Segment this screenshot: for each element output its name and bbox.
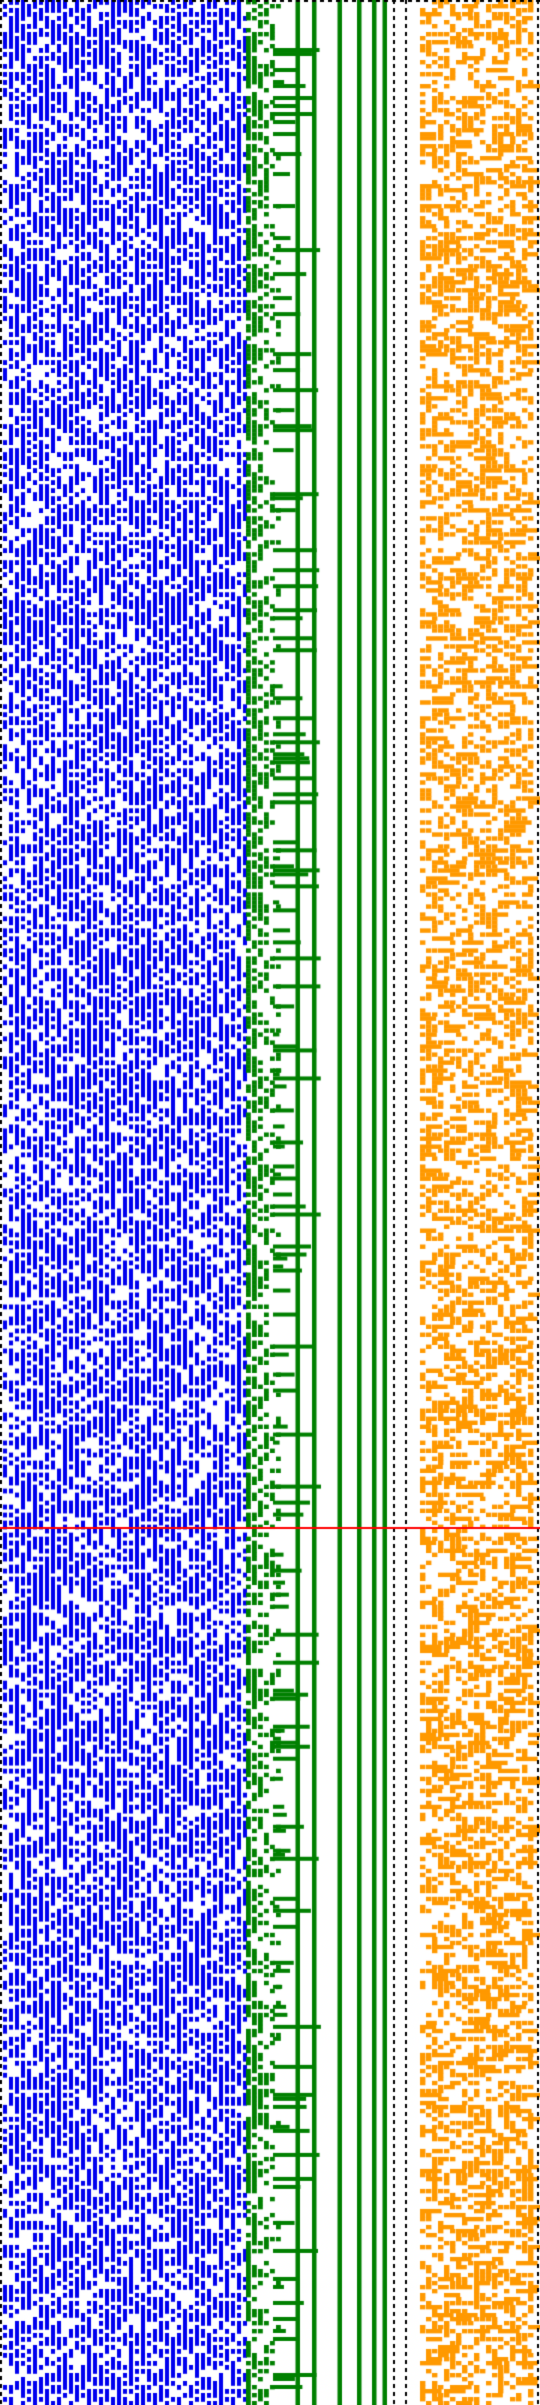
matrix-visualization (0, 0, 540, 2405)
